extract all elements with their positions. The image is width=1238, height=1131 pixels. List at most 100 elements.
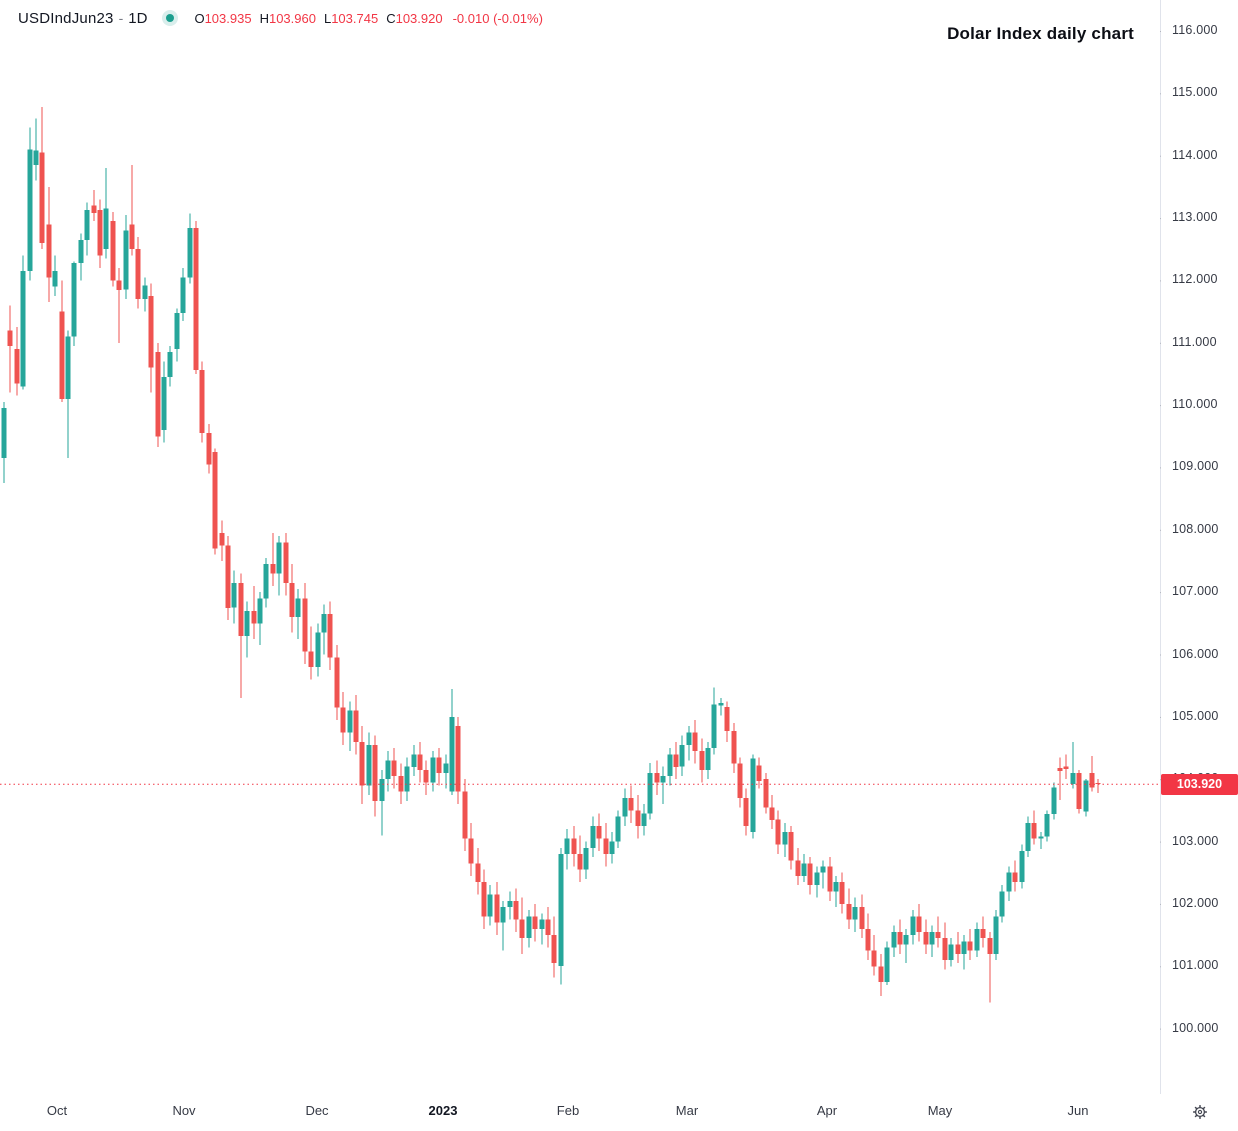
time-axis[interactable]: Oct Nov Dec 2023 Feb Mar Apr May Jun xyxy=(0,1094,1238,1131)
candle xyxy=(116,267,122,343)
candle xyxy=(1019,844,1025,889)
chart-title-annotation[interactable]: Dolar Index daily chart xyxy=(947,24,1134,43)
candle xyxy=(891,925,897,957)
time-tick-label-dec[interactable]: Dec xyxy=(305,1103,329,1118)
symbol-name[interactable]: USDIndJun23 xyxy=(18,9,114,27)
time-tick-label-mar[interactable]: Mar xyxy=(675,1103,699,1118)
candle xyxy=(699,738,705,783)
candle xyxy=(359,726,365,805)
candle xyxy=(443,754,449,789)
candle xyxy=(110,211,116,287)
candle xyxy=(763,773,769,814)
time-tick-label-feb[interactable]: Feb xyxy=(556,1103,580,1118)
candle xyxy=(865,913,871,960)
price-tick-label: 110.000 xyxy=(1172,397,1218,412)
candle xyxy=(289,564,295,633)
interval-label[interactable]: 1D xyxy=(128,9,148,27)
candle xyxy=(756,757,762,789)
time-tick-label-apr[interactable]: Apr xyxy=(816,1103,838,1118)
candle xyxy=(7,305,13,393)
candle xyxy=(103,168,109,259)
candle xyxy=(987,932,993,1003)
candle xyxy=(283,532,289,596)
candle xyxy=(225,536,231,621)
candle xyxy=(1025,816,1031,858)
candle xyxy=(897,919,903,954)
candle xyxy=(961,935,967,970)
candle xyxy=(737,757,743,808)
candle xyxy=(468,822,474,876)
candle xyxy=(679,735,685,777)
candle xyxy=(315,623,321,677)
price-tick-label: 112.000 xyxy=(1172,272,1218,287)
price-tick-label: 109.000 xyxy=(1172,459,1219,474)
candle xyxy=(148,283,154,393)
candle xyxy=(903,928,909,964)
candle xyxy=(327,601,333,671)
price-tick-label: 106.000 xyxy=(1172,646,1219,661)
price-axis[interactable]: 103.920 116.000 115.000 114.000 113.000 112.… xyxy=(1161,0,1238,1094)
candle xyxy=(827,857,833,901)
candle xyxy=(583,841,589,879)
candle xyxy=(916,903,922,942)
candle xyxy=(993,910,999,960)
candle xyxy=(91,190,97,222)
candle xyxy=(795,847,801,886)
candle xyxy=(609,832,615,864)
candle xyxy=(430,751,436,792)
ohlc-close: C103.920 xyxy=(386,11,442,26)
price-tick-label: 113.000 xyxy=(1172,210,1218,225)
time-tick-label-oct[interactable]: Oct xyxy=(46,1103,68,1118)
market-status-icon[interactable] xyxy=(162,10,179,26)
price-tick-label: 107.000 xyxy=(1172,584,1219,599)
ohlc-close-label: C xyxy=(386,10,396,26)
time-tick-label-may[interactable]: May xyxy=(927,1103,953,1118)
candle xyxy=(884,941,890,985)
candle xyxy=(321,604,327,655)
candle xyxy=(27,127,33,281)
candle xyxy=(251,585,257,639)
candle xyxy=(1089,756,1095,792)
time-tick-label-jun[interactable]: Jun xyxy=(1067,1103,1089,1118)
candle xyxy=(1057,757,1063,800)
candle xyxy=(692,720,698,764)
candle xyxy=(526,910,532,948)
candle xyxy=(571,826,577,867)
ohlc-low-label: L xyxy=(323,10,332,26)
candle xyxy=(244,601,250,658)
candle xyxy=(353,695,359,755)
candle xyxy=(673,741,679,780)
candle xyxy=(436,748,442,786)
candle xyxy=(347,701,353,752)
candle xyxy=(1083,779,1089,817)
candle xyxy=(705,741,711,780)
candle xyxy=(33,118,39,181)
time-tick-label-nov[interactable]: Nov xyxy=(172,1103,196,1118)
candle xyxy=(820,860,826,889)
ohlc-low-value: 103.745 xyxy=(331,10,379,26)
candle xyxy=(859,894,865,939)
candle xyxy=(1076,769,1082,814)
candle xyxy=(660,766,666,805)
price-tick-label: 100.000 xyxy=(1172,1020,1219,1035)
time-tick-label-2023[interactable]: 2023 xyxy=(428,1103,458,1118)
candle xyxy=(1038,832,1044,849)
last-price-tag: 103.920 xyxy=(1161,773,1238,795)
candle xyxy=(481,869,487,929)
candle xyxy=(199,361,205,443)
candle xyxy=(980,916,986,948)
candle xyxy=(1031,810,1037,845)
time-axis-settings-button[interactable] xyxy=(1190,1102,1210,1122)
change-value: -0.010 (-0.01%) xyxy=(452,10,543,26)
candle xyxy=(807,857,813,895)
candle xyxy=(1070,741,1076,789)
candle xyxy=(1,402,7,483)
candle xyxy=(20,255,26,390)
candle xyxy=(814,866,820,898)
candle xyxy=(123,214,129,300)
candle xyxy=(967,928,973,960)
ohlc-values: O103.935 H103.960 L103.745 C103.920 xyxy=(194,11,450,26)
price-tick-label: 101.000 xyxy=(1172,958,1219,973)
candle xyxy=(71,261,77,346)
